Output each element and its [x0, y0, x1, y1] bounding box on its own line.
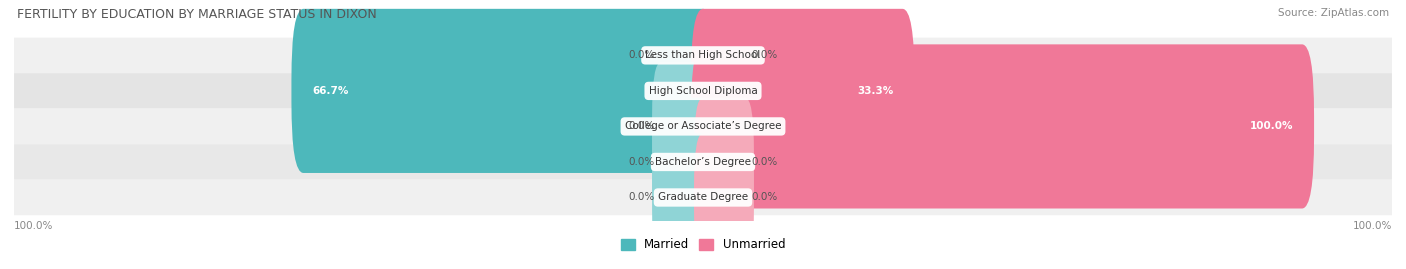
FancyBboxPatch shape — [652, 133, 711, 262]
FancyBboxPatch shape — [695, 98, 754, 226]
FancyBboxPatch shape — [14, 38, 1392, 73]
Text: 0.0%: 0.0% — [751, 50, 778, 60]
Text: 100.0%: 100.0% — [1250, 121, 1294, 132]
Text: Bachelor’s Degree: Bachelor’s Degree — [655, 157, 751, 167]
Legend: Married, Unmarried: Married, Unmarried — [616, 234, 790, 256]
FancyBboxPatch shape — [695, 133, 754, 262]
Text: 0.0%: 0.0% — [628, 157, 655, 167]
FancyBboxPatch shape — [695, 0, 754, 120]
Text: Source: ZipAtlas.com: Source: ZipAtlas.com — [1278, 8, 1389, 18]
FancyBboxPatch shape — [291, 9, 716, 173]
Text: 0.0%: 0.0% — [628, 193, 655, 203]
FancyBboxPatch shape — [14, 73, 1392, 109]
FancyBboxPatch shape — [652, 0, 711, 120]
Text: Less than High School: Less than High School — [645, 50, 761, 60]
Text: FERTILITY BY EDUCATION BY MARRIAGE STATUS IN DIXON: FERTILITY BY EDUCATION BY MARRIAGE STATU… — [17, 8, 377, 21]
Text: 100.0%: 100.0% — [1353, 221, 1392, 231]
Text: 0.0%: 0.0% — [751, 193, 778, 203]
Text: High School Diploma: High School Diploma — [648, 86, 758, 96]
Text: Graduate Degree: Graduate Degree — [658, 193, 748, 203]
FancyBboxPatch shape — [690, 44, 1315, 208]
FancyBboxPatch shape — [690, 9, 914, 173]
FancyBboxPatch shape — [652, 62, 711, 191]
FancyBboxPatch shape — [14, 109, 1392, 144]
FancyBboxPatch shape — [14, 144, 1392, 180]
Text: 0.0%: 0.0% — [628, 121, 655, 132]
Text: 0.0%: 0.0% — [751, 157, 778, 167]
Text: 0.0%: 0.0% — [628, 50, 655, 60]
FancyBboxPatch shape — [652, 98, 711, 226]
FancyBboxPatch shape — [14, 180, 1392, 215]
Text: 33.3%: 33.3% — [858, 86, 893, 96]
Text: 100.0%: 100.0% — [14, 221, 53, 231]
Text: 66.7%: 66.7% — [312, 86, 349, 96]
Text: College or Associate’s Degree: College or Associate’s Degree — [624, 121, 782, 132]
